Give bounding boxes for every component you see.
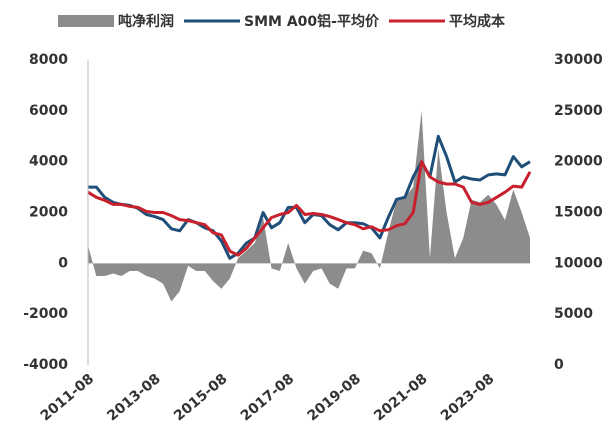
y2-tick-label: 30000 bbox=[554, 52, 603, 68]
x-tick-label: 2021-08 bbox=[371, 371, 431, 425]
y-tick-label: 2000 bbox=[29, 205, 68, 221]
x-tick-label: 2019-08 bbox=[304, 371, 364, 425]
y-tick-label: 4000 bbox=[29, 154, 68, 170]
y2-tick-label: 10000 bbox=[554, 255, 603, 271]
legend-label: SMM A00铝-平均价 bbox=[244, 13, 380, 30]
line bbox=[87, 160, 532, 257]
x-tick-label: 2011-08 bbox=[38, 371, 98, 425]
x-tick-label: 2017-08 bbox=[238, 371, 298, 425]
y2-tick-label: 25000 bbox=[554, 103, 603, 119]
y-tick-label: -4000 bbox=[23, 357, 68, 373]
legend-swatch bbox=[58, 15, 114, 27]
legend-label: 平均成本 bbox=[449, 13, 506, 30]
x-tick-label: 2023-08 bbox=[438, 371, 498, 425]
x-tick-label: 2013-08 bbox=[104, 371, 164, 425]
y-tick-label: 8000 bbox=[29, 52, 68, 68]
area bbox=[88, 110, 530, 302]
legend-label: 吨净利润 bbox=[118, 13, 174, 30]
x-tick-label: 2015-08 bbox=[171, 371, 231, 425]
line bbox=[88, 134, 531, 260]
y2-tick-label: 5000 bbox=[554, 306, 593, 322]
y-tick-label: 6000 bbox=[29, 103, 68, 119]
y-tick-label: -2000 bbox=[23, 306, 68, 322]
y2-tick-label: 0 bbox=[554, 357, 564, 373]
y-tick-label: 0 bbox=[58, 255, 68, 271]
y2-tick-label: 20000 bbox=[554, 154, 603, 170]
y2-tick-label: 15000 bbox=[554, 205, 603, 221]
